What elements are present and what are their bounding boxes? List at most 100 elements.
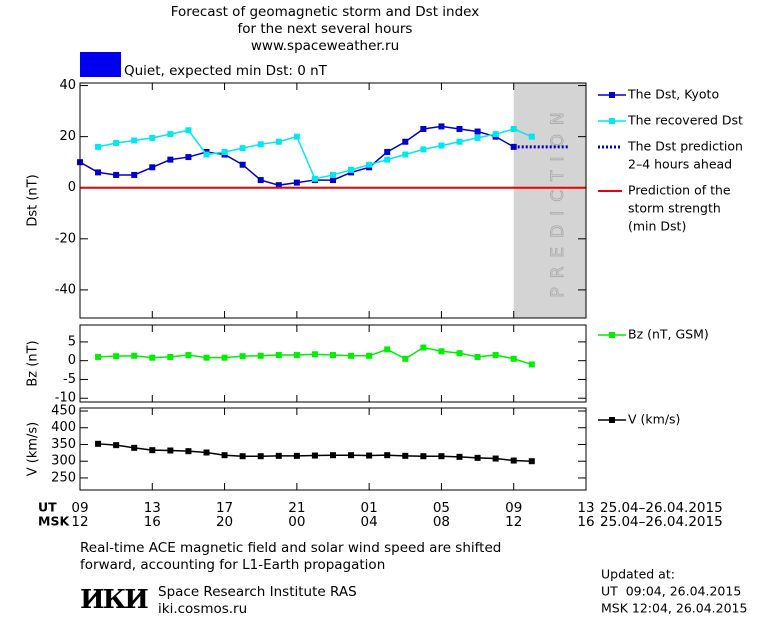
status-text: Quiet, expected min Dst: 0 nT: [124, 63, 328, 79]
data-point: [113, 171, 120, 178]
data-point: [239, 161, 246, 168]
data-point: [384, 346, 391, 353]
url: iki.cosmos.ru: [158, 601, 247, 617]
legend-label: The recovered Dst: [627, 113, 743, 128]
data-point: [474, 134, 481, 141]
data-point: [528, 361, 535, 368]
legend-swatch: [609, 92, 615, 98]
data-point: [330, 171, 336, 178]
data-point: [384, 156, 391, 163]
prediction-label: PREDICTION: [548, 103, 568, 297]
data-point: [275, 182, 282, 189]
data-point: [348, 452, 355, 459]
legend-label: (min Dst): [628, 219, 686, 234]
data-point: [438, 123, 445, 130]
updated: MSK 12:04, 26.04.2015: [601, 601, 747, 616]
data-point: [492, 455, 499, 462]
data-point: [366, 452, 373, 459]
data-point: [203, 354, 210, 361]
data-point: [149, 164, 156, 171]
data-point: [420, 125, 427, 132]
y-tick-label: 0: [68, 353, 76, 368]
y-tick-label: 5: [68, 334, 76, 349]
data-point: [402, 452, 409, 459]
legend-swatch: [609, 332, 615, 338]
y-tick-label: 350: [51, 437, 76, 452]
data-point: [239, 453, 246, 460]
legend-swatch: [609, 417, 615, 423]
data-point: [438, 142, 445, 149]
chart-title: for the next several hours: [238, 21, 413, 37]
data-point: [131, 444, 138, 451]
data-point: [113, 353, 120, 360]
x-tick-label-msk: 00: [288, 514, 305, 530]
plot-frame: [79, 324, 587, 403]
y-tick-label: -5: [63, 372, 76, 387]
chart-title: www.spaceweather.ru: [251, 38, 399, 54]
data-point: [293, 179, 300, 186]
data-point: [257, 177, 264, 184]
footnote: Real-time ACE magnetic field and solar w…: [80, 540, 501, 556]
legend-label: The Dst, Kyoto: [627, 87, 719, 102]
data-point: [510, 355, 517, 362]
data-point: [330, 177, 336, 184]
legend-label: Bz (nT, GSM): [628, 327, 709, 342]
y-tick-label: 20: [59, 129, 76, 144]
data-point: [348, 352, 355, 359]
data-point: [492, 131, 499, 138]
data-point: [131, 171, 138, 178]
legend-label: 2–4 hours ahead: [628, 157, 732, 172]
y-axis-label: V (km/s): [26, 422, 41, 477]
x-tick-label: 13: [577, 500, 594, 516]
data-point: [510, 125, 517, 132]
x-tick-label: 01: [361, 500, 378, 516]
data-point: [275, 352, 282, 359]
data-point: [293, 133, 300, 140]
footnote: forward, accounting for L1-Earth propaga…: [80, 557, 385, 573]
y-tick-label: 400: [51, 420, 76, 435]
data-point: [113, 140, 120, 147]
data-point: [221, 354, 228, 361]
x-caption: 25.04–26.04.2015: [600, 514, 723, 530]
data-point: [149, 354, 156, 361]
y-tick-label: 40: [59, 78, 76, 93]
data-point: [384, 452, 391, 459]
data-point: [474, 454, 481, 461]
data-point: [185, 352, 192, 359]
legend-label: storm strength: [628, 201, 721, 216]
y-tick-label: 250: [51, 470, 76, 485]
data-point: [456, 125, 463, 132]
data-point: [239, 353, 246, 360]
data-point: [293, 352, 300, 359]
x-tick-label-msk: 12: [505, 514, 522, 530]
data-point: [456, 138, 463, 145]
data-point: [203, 151, 210, 158]
x-tick-label: 05: [433, 500, 450, 516]
data-point: [330, 452, 336, 459]
data-point: [438, 453, 445, 460]
x-caption: 25.04–26.04.2015: [600, 500, 723, 516]
data-point: [492, 352, 499, 359]
legend-label: The Dst prediction: [627, 139, 743, 154]
data-point: [113, 442, 120, 449]
data-point: [456, 350, 463, 357]
x-tick-label-msk: 08: [433, 514, 450, 530]
data-point: [474, 128, 481, 135]
status-swatch: [80, 52, 121, 77]
data-point: [131, 352, 138, 359]
data-point: [528, 458, 535, 465]
data-point: [185, 154, 192, 161]
legend-label: Prediction of the: [628, 183, 731, 198]
x-tick-label: 09: [505, 500, 522, 516]
data-point: [257, 453, 264, 460]
data-point: [167, 131, 174, 138]
data-point: [257, 141, 264, 148]
x-tick-label-msk: 20: [216, 514, 233, 530]
x-row-name: MSK: [38, 514, 70, 529]
data-point: [95, 143, 102, 150]
x-tick-label: 13: [144, 500, 161, 516]
y-tick-label: -40: [55, 282, 76, 297]
x-tick-label: 17: [216, 500, 233, 516]
